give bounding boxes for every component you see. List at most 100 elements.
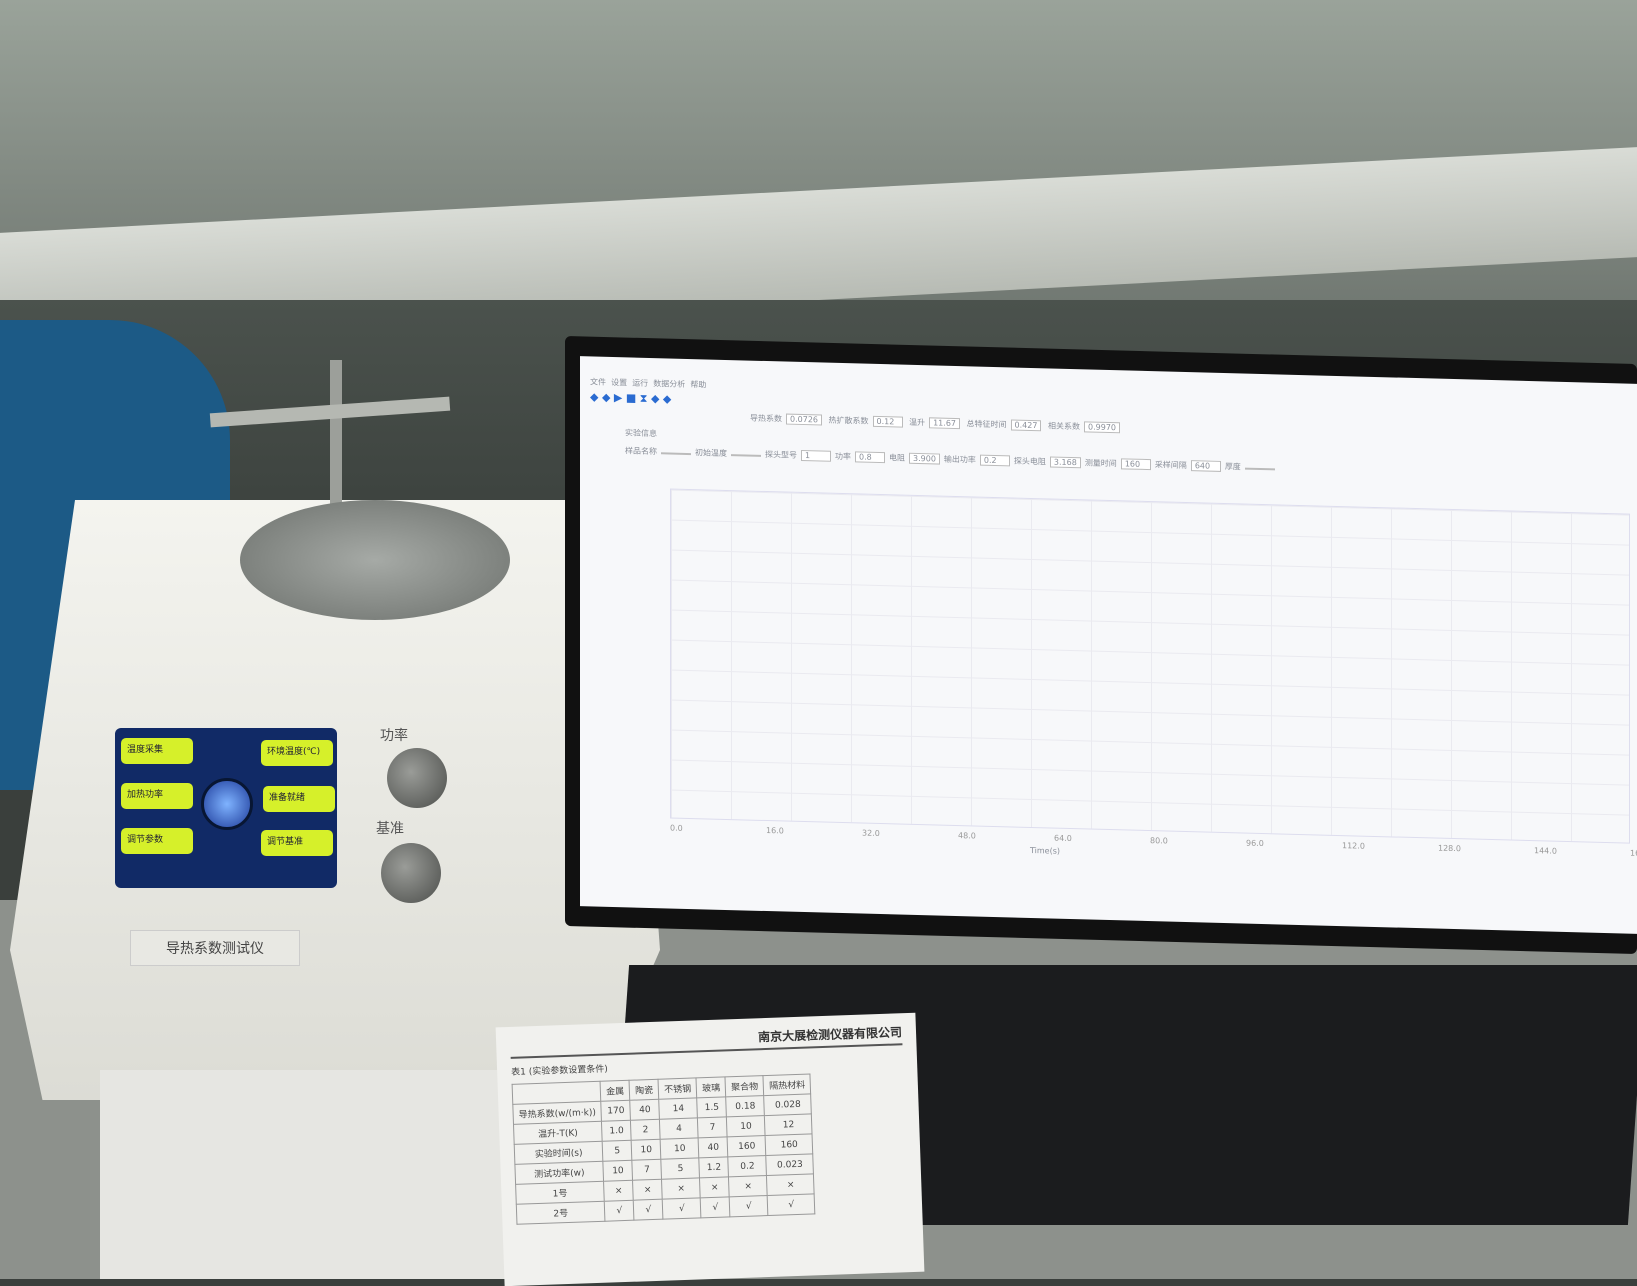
param-field[interactable]: 640 — [1190, 460, 1221, 472]
result-label: 总特征时间 — [966, 419, 1007, 430]
sample-platform — [240, 500, 510, 620]
toolbar[interactable]: ◆ ◆ ▶ ■ ⧗ ◆ ◆ — [590, 390, 672, 406]
param-field[interactable]: 0.8 — [855, 451, 885, 464]
param-field[interactable]: 160 — [1120, 458, 1151, 471]
table-cell: 160 — [765, 1133, 814, 1156]
table-cell: 4 — [659, 1117, 699, 1140]
table-cell: 7 — [697, 1116, 728, 1138]
header-cell: 金属 — [600, 1080, 631, 1102]
table-cell: 2号 — [516, 1201, 606, 1225]
param-label: 探头电阻 — [1013, 456, 1046, 467]
table-cell: √ — [700, 1196, 731, 1218]
table-cell: 5 — [661, 1157, 700, 1180]
x-axis-label: Time(s) — [1030, 845, 1060, 856]
table-cell: 0.028 — [764, 1093, 812, 1116]
result-label: 温升 — [909, 417, 926, 428]
paper-sheet — [100, 1070, 540, 1279]
result-label: 相关系数 — [1048, 421, 1080, 432]
x-tick: 96.0 — [1246, 838, 1264, 849]
param-field[interactable] — [731, 454, 761, 457]
table-cell: 0.18 — [726, 1095, 765, 1117]
menu-file[interactable]: 文件 — [590, 377, 606, 387]
x-tick: 0.0 — [670, 823, 683, 833]
section-label: 实验信息 — [625, 428, 657, 439]
result-label: 热扩散系数 — [828, 415, 869, 426]
start-button[interactable] — [201, 778, 253, 830]
power-knob[interactable] — [387, 748, 447, 808]
panel-button[interactable]: 温度采集 — [121, 738, 193, 764]
panel-button[interactable]: 调节基准 — [261, 830, 333, 856]
header-cell: 陶瓷 — [629, 1079, 660, 1101]
table-cell: 0.2 — [728, 1155, 767, 1177]
plot-area — [670, 488, 1630, 844]
table-cell: √ — [662, 1197, 702, 1220]
knob-label: 基准 — [376, 821, 404, 837]
monitor-screen: 文件 设置 运行 数据分析 帮助 ◆ ◆ ▶ ■ ⧗ ◆ ◆ 导热系数 0.072… — [580, 356, 1637, 934]
x-tick: 128.0 — [1438, 843, 1461, 854]
panel-button[interactable]: 环境温度(℃) — [261, 740, 333, 766]
x-tick: 144.0 — [1534, 846, 1557, 856]
param-label: 样品名称 — [625, 446, 657, 457]
panel-button[interactable]: 调节参数 — [121, 828, 193, 854]
table-cell: √ — [633, 1199, 664, 1221]
clamp-rod — [330, 360, 342, 510]
param-label: 测量时间 — [1084, 458, 1117, 469]
reference-knob[interactable] — [381, 843, 441, 903]
param-label: 采样间隔 — [1154, 460, 1187, 471]
param-label: 功率 — [835, 451, 851, 462]
menu-analysis[interactable]: 数据分析 — [653, 379, 686, 389]
menu-settings[interactable]: 设置 — [611, 377, 628, 388]
param-field[interactable]: 0.2 — [979, 454, 1010, 467]
table-cell: 7 — [632, 1159, 662, 1181]
menu-help[interactable]: 帮助 — [690, 380, 707, 390]
header-cell: 隔热材料 — [763, 1073, 811, 1096]
knob-label: 功率 — [380, 728, 408, 744]
header-cell: 不锈钢 — [658, 1077, 698, 1100]
params-row: 样品名称 初始温度 探头型号 1 功率 0.8 电阻 3.900 输出功率 0.2 探头电阻 3.16… — [625, 445, 1279, 473]
param-field[interactable]: 3.168 — [1049, 456, 1081, 469]
table-cell: 1.2 — [699, 1156, 729, 1178]
x-tick: 112.0 — [1342, 841, 1365, 851]
table-cell: 1.5 — [697, 1096, 727, 1118]
param-field[interactable]: 3.900 — [909, 452, 940, 465]
panel-button[interactable]: 准备就绪 — [263, 786, 335, 812]
table-cell: 170 — [601, 1100, 631, 1122]
x-tick: 64.0 — [1054, 833, 1072, 844]
table-cell: 160 — [727, 1135, 767, 1157]
table-cell: 12 — [764, 1113, 813, 1136]
table-cell: × — [728, 1175, 768, 1197]
table-cell: 1.0 — [601, 1120, 632, 1142]
param-label: 探头型号 — [765, 450, 797, 460]
result-field[interactable]: 0.427 — [1010, 419, 1042, 432]
parameter-table: 金属 陶瓷 不锈钢 玻璃 聚合物 隔热材料 导热系数(w/(m·k)) 170 40 14 1.5 0… — [512, 1073, 816, 1225]
result-field[interactable]: 0.12 — [872, 415, 903, 428]
menu-run[interactable]: 运行 — [632, 378, 649, 388]
table-cell: 10 — [726, 1115, 766, 1137]
table-cell: √ — [767, 1193, 816, 1216]
param-field[interactable]: 1 — [801, 449, 831, 462]
result-field[interactable]: 11.67 — [929, 417, 960, 430]
results-row: 导热系数 0.0726 热扩散系数 0.12 温升 11.67 总特征时间 0.427 … — [750, 413, 1124, 434]
result-field[interactable]: 0.9970 — [1084, 421, 1120, 434]
menu-bar: 文件 设置 运行 数据分析 帮助 — [590, 376, 706, 390]
param-label: 输出功率 — [943, 454, 976, 465]
table-cell: × — [766, 1173, 815, 1196]
param-label: 电阻 — [889, 453, 905, 463]
instrument-label: 导热系数测试仪 — [130, 930, 300, 966]
x-tick: 32.0 — [862, 828, 880, 839]
param-field[interactable] — [1244, 467, 1275, 471]
header-cell: 玻璃 — [696, 1076, 727, 1098]
param-label: 初始温度 — [695, 448, 727, 459]
table-cell: 2 — [630, 1119, 661, 1141]
panel-button[interactable]: 加热功率 — [121, 783, 193, 809]
table-cell: √ — [729, 1195, 769, 1217]
table-cell: 40 — [698, 1136, 729, 1158]
table-cell: × — [699, 1176, 730, 1198]
result-field[interactable]: 0.0726 — [786, 413, 822, 426]
touch-panel[interactable]: 温度采集 加热功率 调节参数 环境温度(℃) 准备就绪 调节基准 — [115, 728, 337, 888]
param-field[interactable] — [661, 452, 691, 456]
x-tick: 48.0 — [958, 831, 976, 841]
table-cell: 14 — [659, 1097, 698, 1120]
param-label: 厚度 — [1224, 462, 1241, 472]
table-cell: × — [661, 1177, 701, 1200]
